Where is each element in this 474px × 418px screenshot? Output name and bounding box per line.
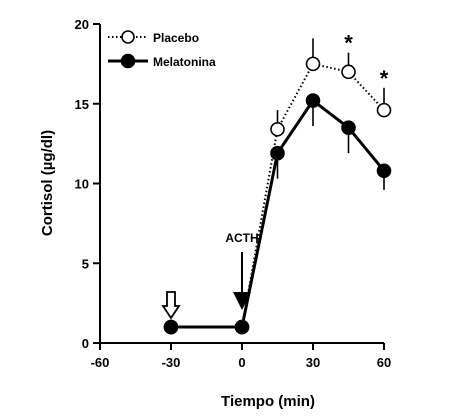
data-point: [305, 93, 321, 108]
legend: Placebo Melatonina: [108, 30, 216, 69]
data-point: [270, 121, 285, 137]
x-tick-label: -30: [162, 355, 181, 370]
acth-arrow-head: [233, 292, 251, 310]
data-point: [234, 319, 250, 335]
legend-marker-melatonina: [120, 53, 136, 69]
data-point: [305, 56, 321, 72]
data-point: [341, 120, 356, 135]
acth-label: ACTH: [225, 231, 258, 245]
legend-label-melatonina: Melatonina: [153, 55, 216, 69]
series-melatonina: [163, 93, 392, 335]
data-point: [376, 102, 392, 118]
open-arrow-icon: [161, 291, 181, 320]
data-point: [270, 145, 285, 161]
y-tick-label: 0: [82, 336, 89, 351]
y-tick-label: 20: [75, 17, 89, 32]
annotations: ACTH * *: [161, 31, 389, 320]
x-tick-label: -60: [91, 355, 110, 370]
y-tick-label: 10: [75, 177, 89, 192]
x-axis-title: Tiempo (min): [221, 393, 315, 410]
y-axis-title: Cortisol (µg/dl): [39, 130, 56, 236]
significance-star: *: [344, 31, 353, 56]
legend-label-placebo: Placebo: [153, 31, 199, 45]
data-point: [163, 319, 179, 335]
y-tick-label: 15: [75, 97, 89, 112]
series-line: [171, 98, 386, 329]
x-tick-label: 0: [238, 355, 245, 370]
legend-marker-placebo: [121, 30, 135, 44]
significance-star: *: [380, 66, 389, 91]
series-line: [171, 62, 385, 329]
x-tick-label: 30: [306, 355, 320, 370]
data-point: [376, 163, 392, 179]
x-tick-label: 60: [377, 355, 391, 370]
axes: 0 5 10 15 20 -60 -30 0 30 60: [75, 17, 392, 370]
y-tick-label: 5: [82, 256, 89, 271]
series-layer: [163, 38, 392, 335]
data-point: [341, 64, 356, 80]
series-placebo: [163, 38, 392, 335]
